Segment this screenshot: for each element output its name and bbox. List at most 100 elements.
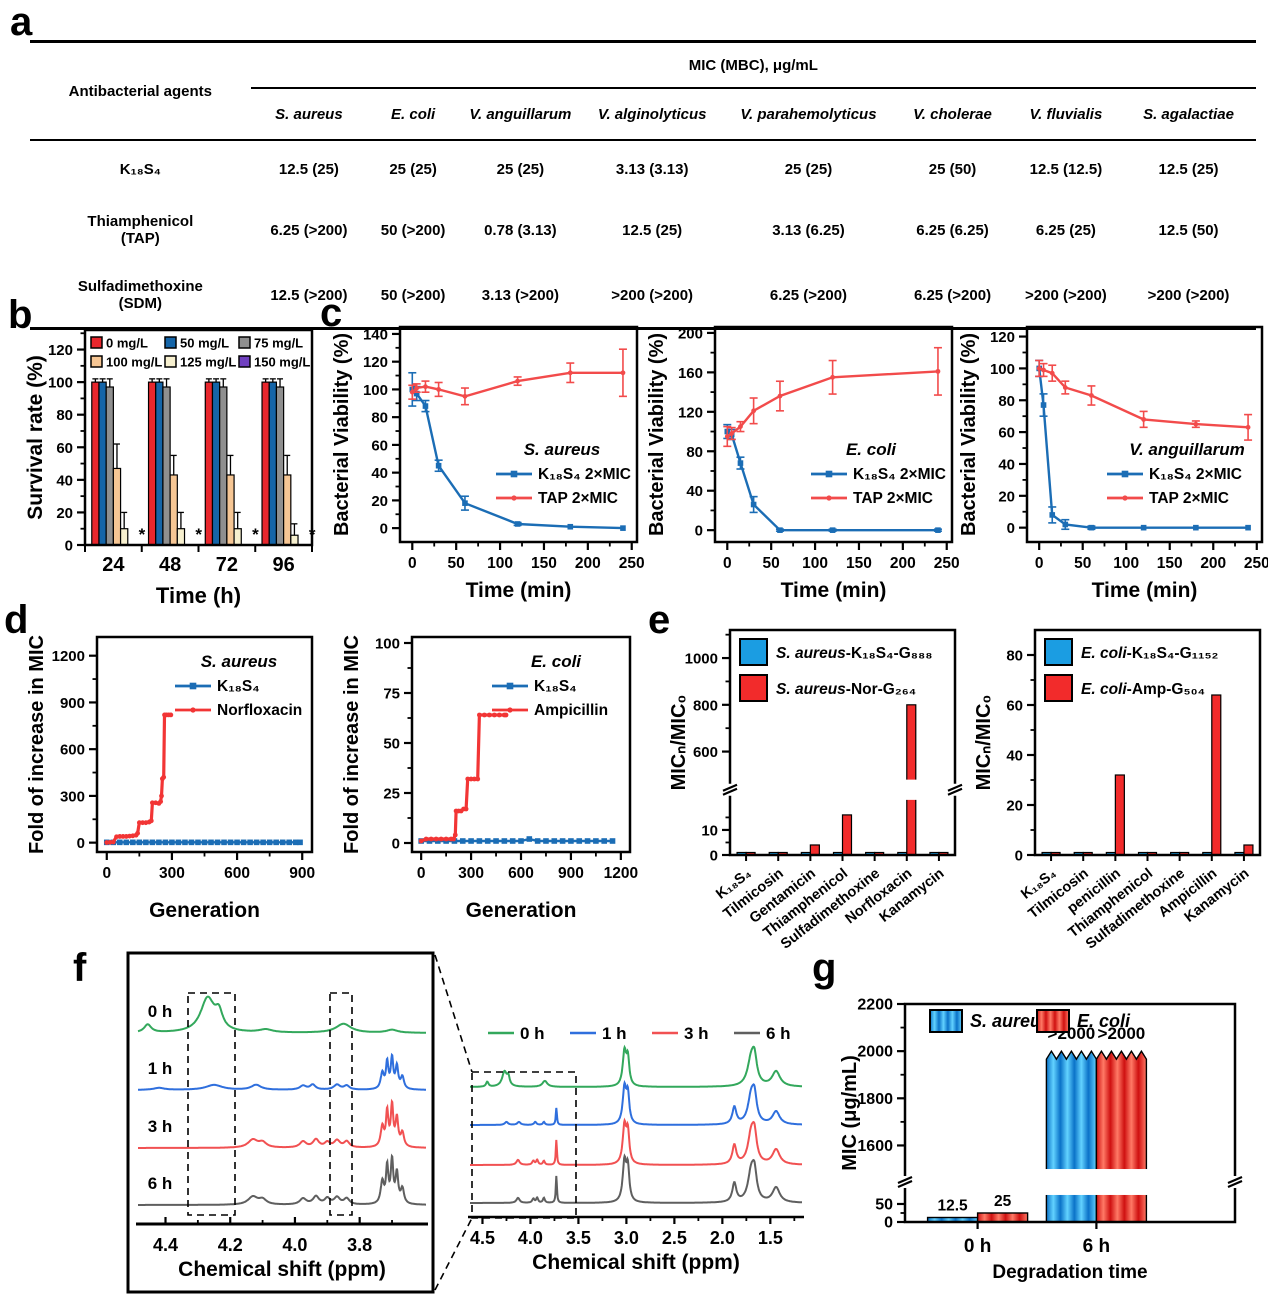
table-agents-header: Antibacterial agents (30, 41, 251, 141)
svg-text:0: 0 (695, 523, 703, 540)
svg-text:120: 120 (48, 342, 73, 359)
svg-text:0: 0 (710, 848, 718, 865)
svg-text:MICₙ/MIC₀: MICₙ/MIC₀ (973, 695, 995, 791)
svg-text:50: 50 (448, 555, 465, 572)
svg-text:20: 20 (56, 505, 73, 522)
svg-text:600: 600 (508, 865, 534, 882)
table-value-cell: 0.78 (3.13) (484, 221, 557, 239)
svg-text:40: 40 (998, 456, 1015, 473)
table-agent-cell: Thiamphenicol (TAP) (87, 213, 194, 247)
svg-text:0: 0 (417, 865, 426, 882)
panel-e-label: e (648, 598, 671, 642)
table-species-header: V. cholerae (894, 88, 1011, 141)
svg-text:140: 140 (363, 326, 388, 343)
svg-text:V. anguillarum: V. anguillarum (1129, 440, 1245, 459)
svg-text:S. aureus-K₁₈S₄-G₈₈₈: S. aureus-K₁₈S₄-G₈₈₈ (776, 645, 933, 662)
svg-text:60: 60 (371, 437, 388, 454)
svg-text:2.5: 2.5 (662, 1228, 687, 1248)
svg-text:K₁₈S₄ 2×MIC: K₁₈S₄ 2×MIC (1149, 466, 1242, 483)
svg-text:S. aureus: S. aureus (970, 1011, 1051, 1031)
table-species-header: V. parahemolyticus (722, 88, 895, 141)
table-species-header: V. alginolyticus (581, 88, 723, 141)
svg-text:25: 25 (383, 786, 400, 803)
svg-text:600: 600 (224, 865, 250, 882)
table-value-cell: 25 (50) (928, 160, 977, 178)
svg-text:>2000: >2000 (1098, 1024, 1146, 1043)
svg-text:0 h: 0 h (148, 1002, 173, 1021)
table-title: MIC (MBC), μg/mL (250, 41, 1256, 89)
svg-text:0: 0 (408, 555, 417, 572)
svg-text:*: * (252, 525, 259, 544)
svg-text:MICₙ/MIC₀: MICₙ/MIC₀ (668, 695, 690, 791)
panel-g-label: g (812, 946, 837, 990)
table-agent-cell: K₁₈S₄ (119, 160, 161, 178)
mic-mbc-table: Antibacterial agents MIC (MBC), μg/mL S. a… (30, 40, 1256, 330)
svg-text:S. aureus-Nor-G₂₆₄: S. aureus-Nor-G₂₆₄ (776, 681, 916, 698)
svg-text:S. aureus: S. aureus (524, 440, 601, 459)
svg-text:E. coli: E. coli (846, 440, 897, 459)
svg-text:Time (min): Time (min) (1092, 579, 1198, 602)
svg-text:*: * (195, 525, 202, 544)
svg-text:10: 10 (701, 822, 718, 839)
svg-text:300: 300 (458, 865, 484, 882)
svg-text:150: 150 (531, 555, 557, 572)
svg-text:Bacterial Viability (%): Bacterial Viability (%) (331, 333, 353, 536)
table-value-cell: 25 (25) (784, 160, 833, 178)
svg-text:120: 120 (990, 329, 1015, 346)
svg-text:150: 150 (846, 555, 872, 572)
table-species-header: S. aureus (250, 88, 368, 141)
svg-text:24: 24 (102, 554, 125, 576)
svg-text:4.2: 4.2 (218, 1235, 243, 1255)
svg-text:K₁₈S₄ 2×MIC: K₁₈S₄ 2×MIC (853, 466, 946, 483)
svg-text:60: 60 (998, 425, 1015, 442)
table-value-cell: 6.25 (25) (1035, 221, 1096, 239)
table-value-cell: 6.25 (>200) (913, 286, 992, 304)
svg-text:800: 800 (693, 697, 718, 714)
svg-text:150 mg/L: 150 mg/L (254, 355, 310, 370)
table-value-cell: 3.13 (6.25) (772, 221, 845, 239)
svg-text:1800: 1800 (857, 1091, 893, 1108)
table-value-cell: >200 (>200) (611, 286, 694, 304)
svg-text:1200: 1200 (52, 648, 85, 665)
table-value-cell: 12.5 (12.5) (1029, 160, 1103, 178)
svg-text:Generation: Generation (466, 899, 577, 922)
svg-text:0: 0 (392, 836, 400, 853)
table-value-cell: >200 (>200) (1147, 286, 1230, 304)
table-value-cell: 3.13 (3.13) (615, 160, 689, 178)
svg-text:100: 100 (990, 361, 1015, 378)
svg-text:Chemical shift (ppm): Chemical shift (ppm) (178, 1258, 386, 1281)
svg-text:E. coli: E. coli (531, 652, 582, 671)
svg-text:0: 0 (65, 538, 73, 555)
table-value-cell: 25 (25) (496, 160, 545, 178)
svg-text:Bacterial Viability (%): Bacterial Viability (%) (958, 333, 980, 536)
svg-text:0: 0 (77, 835, 85, 852)
svg-text:6 h: 6 h (766, 1024, 791, 1043)
svg-text:40: 40 (1006, 748, 1023, 765)
svg-text:0: 0 (1015, 848, 1023, 865)
table-value-cell: >200 (>200) (1025, 286, 1107, 304)
viability-chart-v-anguillarum: 0 20 40 60 80 100 120 0 50 100 150 200 250 Time (min)… (958, 325, 1268, 602)
svg-text:100 mg/L: 100 mg/L (106, 355, 162, 370)
svg-text:TAP 2×MIC: TAP 2×MIC (853, 490, 933, 507)
panel-b-label: b (8, 293, 33, 337)
svg-text:75: 75 (383, 686, 400, 703)
mic-fold-chart-s-aureus: 0 300 600 900 1200 0 300 600 900 Generation Fold o… (26, 635, 315, 922)
svg-text:1 h: 1 h (148, 1059, 173, 1078)
svg-text:4.0: 4.0 (282, 1235, 307, 1255)
svg-text:300: 300 (159, 865, 185, 882)
panel-d-label: d (4, 598, 29, 642)
svg-text:Time (min): Time (min) (466, 579, 572, 602)
svg-text:120: 120 (363, 354, 388, 371)
svg-text:150: 150 (1157, 555, 1183, 572)
table-value-cell: 6.25 (>200) (769, 286, 848, 304)
svg-text:1600: 1600 (857, 1138, 893, 1155)
svg-text:80: 80 (371, 410, 388, 427)
svg-text:100: 100 (363, 382, 388, 399)
svg-text:25: 25 (994, 1193, 1012, 1210)
svg-text:Degradation time: Degradation time (992, 1262, 1147, 1283)
table-value-cell: 12.5 (>200) (270, 286, 348, 304)
viability-chart-e-coli: 0 40 80 120 160 200 0 50 100 150 200 250 Time (min) B… (646, 325, 960, 602)
svg-text:Generation: Generation (149, 899, 260, 922)
svg-text:50: 50 (763, 555, 780, 572)
